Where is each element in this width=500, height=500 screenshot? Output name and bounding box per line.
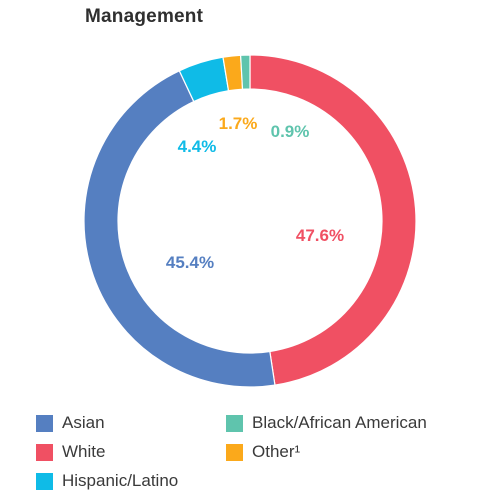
slice-label-other: 1.7% (219, 114, 258, 133)
legend-item-black-african-american: Black/African American (226, 412, 427, 434)
legend-label-hispanic-latino: Hispanic/Latino (62, 471, 179, 490)
slice-label-asian: 45.4% (166, 253, 214, 272)
slice-label-black-african-american: 0.9% (271, 122, 310, 141)
donut-chart: 47.6% 45.4% 4.4%1.7% 0.9% (83, 54, 417, 388)
legend-swatch-hispanic-latino (36, 472, 53, 490)
legend-swatch-asian (36, 414, 53, 432)
slice-label-white: 47.6% (296, 226, 344, 245)
legend-label-black-african-american: Black/African American (252, 413, 427, 432)
slice-label-hispanic-latino: 4.4% (178, 137, 217, 156)
legend-swatch-black-african-american (226, 414, 243, 432)
legend-item-hispanic-latino: Hispanic/Latino (36, 470, 178, 492)
legend-label-asian: Asian (62, 413, 105, 432)
chart-title: Management (85, 6, 204, 27)
slice-white (249, 54, 417, 386)
legend-label-white: White (62, 442, 106, 461)
legend-swatch-other (226, 443, 243, 461)
legend-item-other: Other¹ (226, 441, 300, 463)
legend-label-other: Other¹ (252, 442, 301, 461)
slice-black-african-american (239, 54, 251, 90)
legend-item-white: White (36, 441, 105, 463)
legend-swatch-white (36, 443, 53, 461)
legend-item-asian: Asian (36, 412, 105, 434)
slice-asian (83, 69, 276, 388)
